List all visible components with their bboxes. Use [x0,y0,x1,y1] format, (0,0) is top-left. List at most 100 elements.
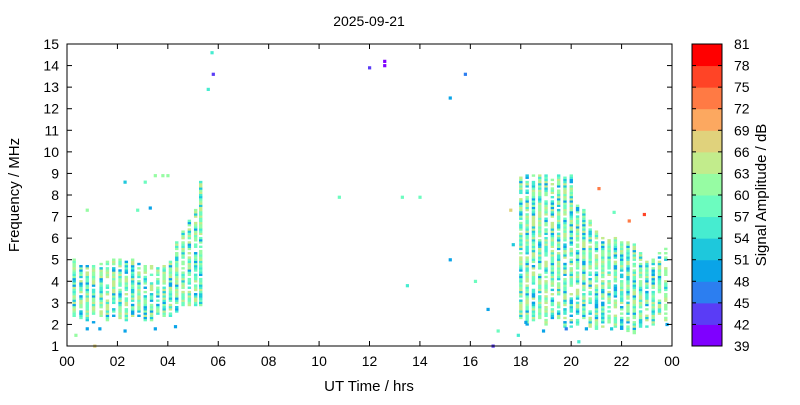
data-point [619,280,624,283]
data-point [91,271,96,274]
data-point [601,308,605,311]
colorbar-tick-label: 60 [734,187,750,203]
data-point [582,277,586,281]
colorbar-tick-label: 57 [734,209,750,225]
data-point [525,305,529,309]
data-point [544,232,548,236]
data-point [594,260,599,264]
data-point [645,295,649,298]
data-point [563,295,567,298]
data-point [569,303,573,307]
data-point [525,297,529,300]
data-point [162,310,166,313]
data-point [588,228,592,231]
data-point [582,310,586,313]
data-point [582,230,586,233]
data-point [519,269,523,272]
data-point [563,219,567,223]
data-point [550,213,555,216]
y-tick-label: 5 [51,252,59,268]
y-tick-label: 4 [51,273,59,289]
data-point [563,249,567,253]
data-point [657,299,662,302]
data-point [531,305,536,309]
data-point [582,284,586,287]
data-point [563,277,567,281]
data-point [525,234,529,238]
data-point [79,273,83,277]
data-point [525,217,529,220]
data-point [594,271,599,274]
data-point [193,277,198,281]
data-point [531,264,536,268]
data-point [72,260,76,264]
data-point [105,293,110,296]
data-point [181,230,185,233]
data-point [601,258,605,261]
data-point [651,310,655,313]
data-point [607,321,611,324]
data-point [664,247,668,251]
data-point [594,325,599,328]
data-point [519,206,523,210]
data-point [211,72,215,76]
data-point [531,308,536,311]
data-point [156,303,160,307]
data-point [544,267,548,270]
data-point [657,275,662,279]
data-point [531,256,536,259]
data-point [199,183,203,186]
data-point [550,293,555,296]
data-point [525,308,529,311]
data-point [519,176,523,179]
data-point [525,264,529,268]
data-point [550,178,555,182]
data-point [569,219,573,223]
data-point [569,224,573,227]
data-point [99,280,103,283]
data-point [105,260,110,264]
data-point [550,258,555,261]
data-point [594,232,599,236]
data-point [525,213,529,216]
data-point [613,269,618,272]
data-point [632,325,636,328]
data-point [613,323,618,326]
data-point [575,217,580,220]
data-point [556,282,561,285]
data-point [199,280,203,283]
data-point [137,314,141,317]
data-point [645,269,649,272]
data-point [556,293,561,296]
data-point [550,264,555,268]
data-point [85,297,89,300]
data-point [143,271,147,274]
data-point [626,275,630,279]
data-point [563,236,567,240]
data-point [162,271,166,274]
data-point [79,301,83,305]
data-point [538,202,542,205]
data-point [544,211,548,214]
data-point [588,230,592,233]
data-point [519,293,523,296]
data-point [181,295,185,298]
data-point [632,275,636,279]
data-point [193,269,198,272]
data-point [544,254,548,257]
data-point [175,308,179,311]
data-point [582,215,586,218]
data-point [193,284,198,287]
data-point [130,260,135,264]
data-point [538,193,542,197]
data-point [601,262,605,266]
data-point [632,293,636,296]
data-point [162,282,166,285]
data-point [638,286,643,289]
data-point [550,308,555,311]
data-point [550,275,555,279]
data-point [664,284,668,287]
data-point [556,236,561,240]
data-point [607,314,611,317]
